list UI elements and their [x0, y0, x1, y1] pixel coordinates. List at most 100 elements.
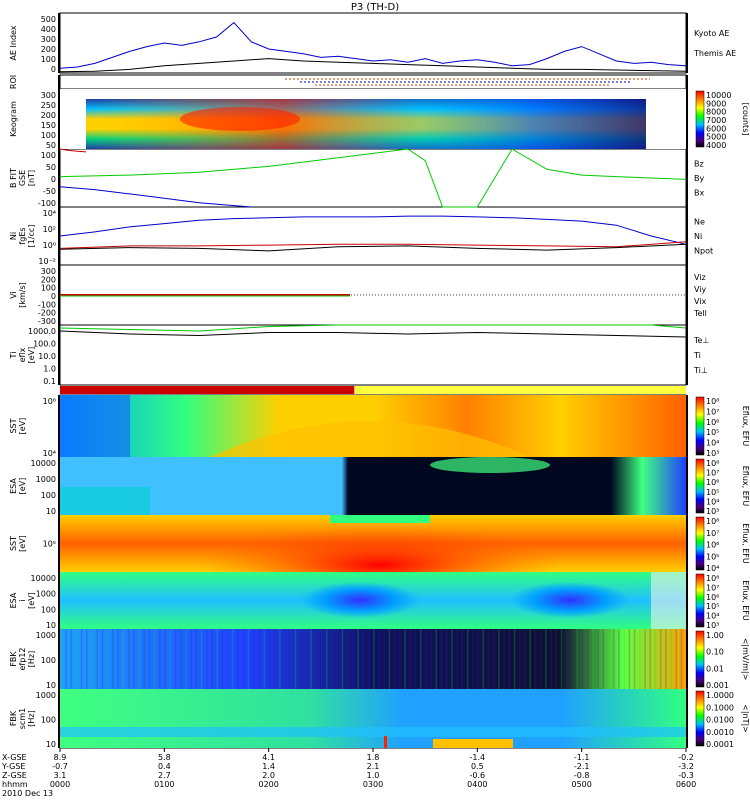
legend-vi: Viy [694, 285, 707, 294]
series-line-ni-7 [59, 243, 687, 252]
legend-ti: Te⊥ [693, 336, 709, 345]
fbk1-stripe [560, 629, 563, 689]
ytick-vi: 100 [41, 284, 56, 293]
ytick-fbk1: 100 [41, 656, 56, 665]
fbk1-stripe [289, 629, 292, 689]
esa2-blob-2 [510, 582, 630, 618]
cbar-tick-esa2: 10⁷ [706, 583, 719, 592]
fbk1-stripe [472, 629, 474, 689]
cbar-tick-fbk1: 0.10 [706, 648, 724, 657]
xaxis-value: 3.1 [54, 771, 67, 780]
ylabel-ae: AE Index [9, 25, 18, 60]
xaxis-value: 1.0 [367, 771, 380, 780]
colorbar-fbk2 [695, 690, 705, 747]
panel-frame-ti [59, 324, 687, 386]
sst1-arch [210, 421, 530, 457]
panel-frame-ni [59, 206, 687, 266]
ytick-keogram: 50 [46, 141, 56, 150]
fbk1-stripe [607, 629, 610, 689]
fbk1-stripe [482, 629, 485, 689]
fbk1-stripe [503, 629, 505, 689]
cbar-tick-keogram: 6000 [706, 124, 726, 133]
ylabel-esa2: [eV] [27, 592, 36, 609]
cbar-tick-sst1: 10⁵ [706, 428, 719, 437]
fbk1-stripe [179, 629, 182, 689]
xaxis-value: 2.1 [367, 762, 380, 771]
ytick-ae: 200 [41, 45, 56, 54]
xaxis-value: 1.4 [262, 762, 275, 771]
ylabel-esa1: ESA [9, 478, 18, 494]
colorbar-esa1 [695, 458, 705, 514]
fbk1-stripe [336, 629, 338, 689]
cbar-tick-esa1: 10⁷ [706, 469, 719, 478]
ylabel-sst2: [eV] [18, 535, 27, 552]
fbk1-stripe [216, 629, 218, 689]
cbar-tick-fbk2: 0.1000 [706, 703, 734, 712]
panel-tickstrip-r-sst1 [686, 395, 688, 457]
ylabel-esa1: [eV] [18, 478, 27, 495]
cbar-tick-sst1: 10³ [706, 449, 719, 458]
ytick-ti: 0.1 [43, 377, 56, 386]
ylabel-ni: Ni [9, 232, 18, 240]
panel-tickstrip-r-roi [686, 75, 688, 89]
fbk1-stripe [665, 629, 667, 689]
panel-content [59, 21, 687, 748]
ylabel-roi: ROI [9, 75, 18, 89]
ylabel-bfit: [nT] [27, 170, 36, 186]
ylabel-fbk1: efp12 [18, 648, 27, 671]
xaxis-value: 0200 [258, 780, 278, 789]
fbk1-stripe [539, 629, 542, 689]
cbar-tick-sst1: 10⁶ [706, 418, 719, 427]
cbar-tick-keogram: 5000 [706, 133, 726, 142]
panel-tickstrip-fbk2 [58, 689, 60, 748]
fbk1-stripe [352, 629, 354, 689]
fbk1-stripe [461, 629, 464, 689]
cbar-label-sst2: Eflux, EFU [741, 523, 750, 564]
fbk1-stripe [612, 629, 615, 689]
fbk1-stripe [70, 629, 72, 689]
fbk2-spike [384, 736, 387, 748]
fbk1-stripe [117, 629, 119, 689]
ylabel-esa2: ESA [9, 592, 18, 608]
cbar-tick-esa1: 10⁶ [706, 478, 719, 487]
ylabel-esa2: i [18, 599, 27, 601]
legend-ni: Npot [694, 247, 713, 256]
fbk1-stripe [639, 629, 641, 689]
fbk1-stripe [675, 629, 678, 689]
fbk1-stripe [211, 629, 213, 689]
xaxis-value: -1.4 [470, 753, 486, 762]
fbk1-stripe [545, 629, 547, 689]
cbar-tick-sst1: 10⁸ [706, 397, 719, 406]
fbk1-stripe [446, 629, 448, 689]
ytick-esa1: 10 [46, 507, 56, 516]
ytick-fbk2: 10 [46, 740, 56, 749]
xaxis-value: 0300 [363, 780, 383, 789]
panel-tickstrip-r-ae [686, 13, 688, 73]
ytick-ae: 500 [41, 15, 56, 24]
fbk1-stripe [487, 629, 490, 689]
keogram-overlay [86, 99, 646, 149]
colorbar-keogram [695, 90, 705, 148]
fbk1-stripe [237, 629, 239, 689]
ephemeris-bar-fill [60, 386, 355, 394]
fbk1-stripe [404, 629, 406, 689]
fbk1-stripe [112, 629, 114, 689]
fbk1-stripe [602, 629, 605, 689]
ytick-vi: -200 [38, 309, 56, 318]
fbk1-stripe [633, 629, 636, 689]
ytick-esa2: 1000 [36, 590, 56, 599]
xaxis-value: -0.2 [678, 753, 694, 762]
cbar-tick-sst2: 10⁷ [706, 529, 719, 538]
cbar-tick-fbk2: 0.0010 [706, 728, 734, 737]
fbk1-stripe [138, 629, 140, 689]
fbk1-stripe [200, 629, 203, 689]
ytick-sst1: 10⁴ [43, 449, 56, 458]
xaxis-value: 0600 [676, 780, 696, 789]
cbar-tick-fbk2: 0.0100 [706, 716, 734, 725]
fbk1-stripe [680, 629, 683, 689]
ytick-ae: 100 [41, 55, 56, 64]
fbk1-stripe [414, 629, 417, 689]
cbar-tick-fbk1: 0.01 [706, 664, 724, 673]
fbk1-stripe [362, 629, 365, 689]
ytick-ni: 10⁴ [43, 209, 56, 218]
